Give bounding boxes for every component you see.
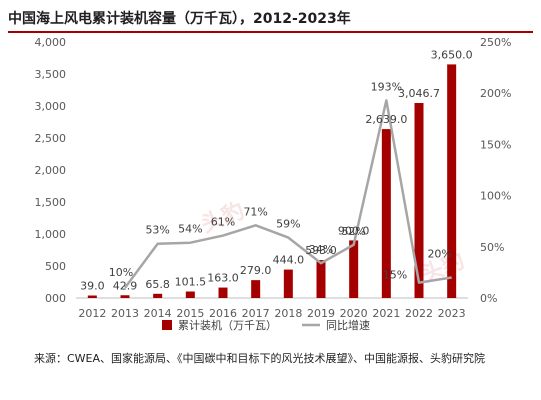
y-left-tick-label: 3,000 xyxy=(35,100,67,113)
bar xyxy=(283,269,293,298)
y-left-tick-label: 4,000 xyxy=(35,36,67,49)
y-right-tick-label: 100% xyxy=(480,190,511,203)
x-tick-label: 2020 xyxy=(340,307,368,320)
bar-data-label: 2,639.0 xyxy=(365,113,407,126)
bar-data-label: 101.5 xyxy=(175,276,207,289)
bar xyxy=(349,240,359,298)
x-tick-label: 2013 xyxy=(111,307,139,320)
legend-label: 同比增速 xyxy=(326,318,370,332)
x-tick-label: 2018 xyxy=(274,307,302,320)
x-tick-label: 2021 xyxy=(372,307,400,320)
bar-data-label: 593.0 xyxy=(305,244,337,257)
y-left-tick-label: 1,000 xyxy=(35,228,67,241)
chart-title: 中国海上风电累计装机容量（万千瓦），2012-2023年 xyxy=(8,11,351,27)
line-data-label: 193% xyxy=(371,80,402,93)
x-tick-label: 2017 xyxy=(242,307,270,320)
chart-canvas: 000 500 1,000 1,500 2,000 2,500 3,000 3,500 4,00… xyxy=(35,36,512,332)
legend-label: 累计装机（万千瓦） xyxy=(178,318,277,332)
x-tick-label: 2015 xyxy=(176,307,204,320)
bar xyxy=(218,287,228,298)
legend-swatch-bar xyxy=(162,320,172,330)
bar-data-label: 900.0 xyxy=(338,224,370,237)
bar xyxy=(381,129,391,298)
x-tick-label: 2022 xyxy=(405,307,433,320)
y-left-tick-label: 500 xyxy=(45,260,66,273)
line-data-label: 10% xyxy=(109,266,133,279)
line-data-label: 59% xyxy=(276,218,300,231)
line-data-label: 20% xyxy=(427,248,451,261)
line-data-label: 71% xyxy=(243,205,267,218)
bar-data-label: 42.9 xyxy=(113,279,138,292)
y-left-tick-label: 2,000 xyxy=(35,164,67,177)
bar xyxy=(120,295,130,298)
line-data-label: 15% xyxy=(383,269,407,282)
y-left-tick-label: 000 xyxy=(45,292,66,305)
y-left-tick-label: 2,500 xyxy=(35,132,67,145)
source-note: 来源：CWEA、国家能源局、《中国碳中和目标下的风光技术展望》、中国能源报、头豹… xyxy=(34,352,486,365)
bar xyxy=(414,103,424,298)
line-data-label: 53% xyxy=(145,224,169,237)
x-tick-label: 2012 xyxy=(78,307,106,320)
bar-data-label: 279.0 xyxy=(240,264,272,277)
y-left-tick-label: 3,500 xyxy=(35,68,67,81)
bar xyxy=(447,64,457,299)
bar xyxy=(87,295,97,298)
bar-data-label: 39.0 xyxy=(80,280,105,293)
line-data-label: 54% xyxy=(178,223,202,236)
y-left-tick-label: 1,500 xyxy=(35,196,67,209)
bar xyxy=(316,260,326,298)
x-tick-label: 2019 xyxy=(307,307,335,320)
bar xyxy=(251,280,261,298)
x-tick-label: 2023 xyxy=(438,307,466,320)
title-rule xyxy=(8,31,533,33)
y-right-tick-label: 0% xyxy=(480,292,497,305)
x-tick-label: 2016 xyxy=(209,307,237,320)
y-right-tick-label: 50% xyxy=(480,241,504,254)
bar-data-label: 163.0 xyxy=(207,272,239,285)
bar-data-label: 444.0 xyxy=(273,254,305,267)
y-right-tick-label: 200% xyxy=(480,87,511,100)
bar-data-label: 3,650.0 xyxy=(431,48,473,61)
bar xyxy=(153,293,163,298)
bar-data-label: 65.8 xyxy=(145,278,170,291)
x-tick-label: 2014 xyxy=(144,307,172,320)
y-right-tick-label: 150% xyxy=(480,138,511,151)
line-data-label: 34% xyxy=(309,243,333,256)
growth-line xyxy=(123,99,452,289)
bar xyxy=(185,291,195,298)
y-right-tick-label: 250% xyxy=(480,36,511,49)
bar-data-label: 3,046.7 xyxy=(398,87,440,100)
line-data-label: 52% xyxy=(341,225,365,238)
line-data-label: 61% xyxy=(211,216,235,229)
